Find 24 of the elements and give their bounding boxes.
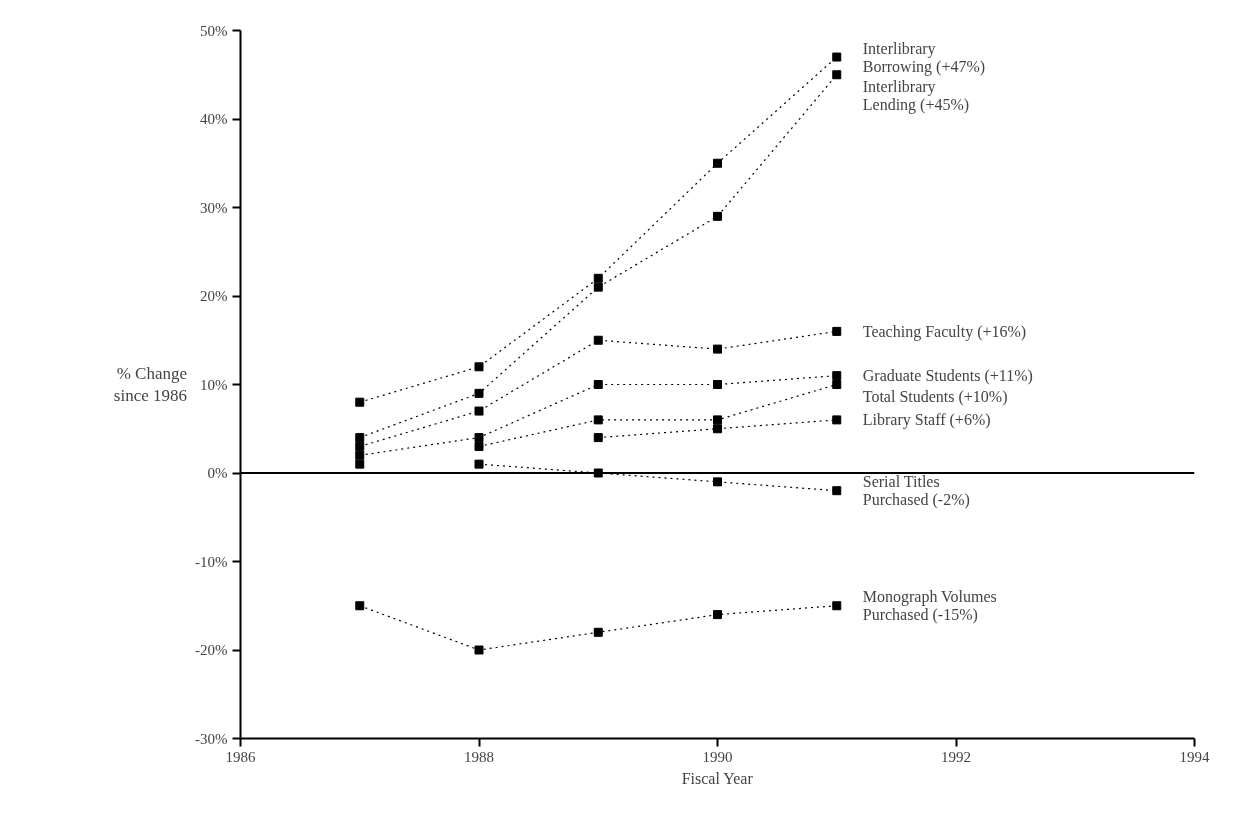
- x-tick-label: 1986: [225, 748, 256, 765]
- series-label: Monograph Volumes Purchased (-15%): [862, 588, 997, 625]
- series-label: Interlibrary Borrowing (+47%): [862, 39, 986, 76]
- y-tick-label: 0%: [207, 465, 228, 481]
- x-tick-label: 1992: [941, 748, 971, 765]
- y-tick-label: 30%: [200, 199, 228, 216]
- y-tick-label: -10%: [195, 553, 228, 570]
- y-tick-label: 40%: [200, 111, 228, 127]
- y-axis-title: % Change since 1986: [113, 363, 188, 406]
- series-label: Teaching Faculty (+16%): [862, 322, 1027, 341]
- series-label: Serial Titles Purchased (-2%): [862, 473, 970, 510]
- series-label: Total Students (+10%): [862, 387, 1008, 406]
- x-tick-label: 1988: [464, 748, 494, 765]
- x-axis-title: Fiscal Year: [681, 769, 754, 787]
- y-tick-label: 50%: [200, 22, 228, 39]
- x-tick-label: 1990: [702, 748, 733, 765]
- y-tick-label: 10%: [200, 376, 228, 393]
- series-label: Library Staff (+6%): [862, 411, 991, 430]
- y-tick-label: -20%: [195, 642, 228, 658]
- y-tick-label: -30%: [195, 730, 228, 747]
- series-label: Graduate Students (+11%): [862, 367, 1033, 386]
- x-tick-label: 1994: [1179, 748, 1210, 765]
- y-tick-label: 20%: [200, 288, 228, 304]
- series-label: Interlibrary Lending (+45%): [862, 78, 970, 115]
